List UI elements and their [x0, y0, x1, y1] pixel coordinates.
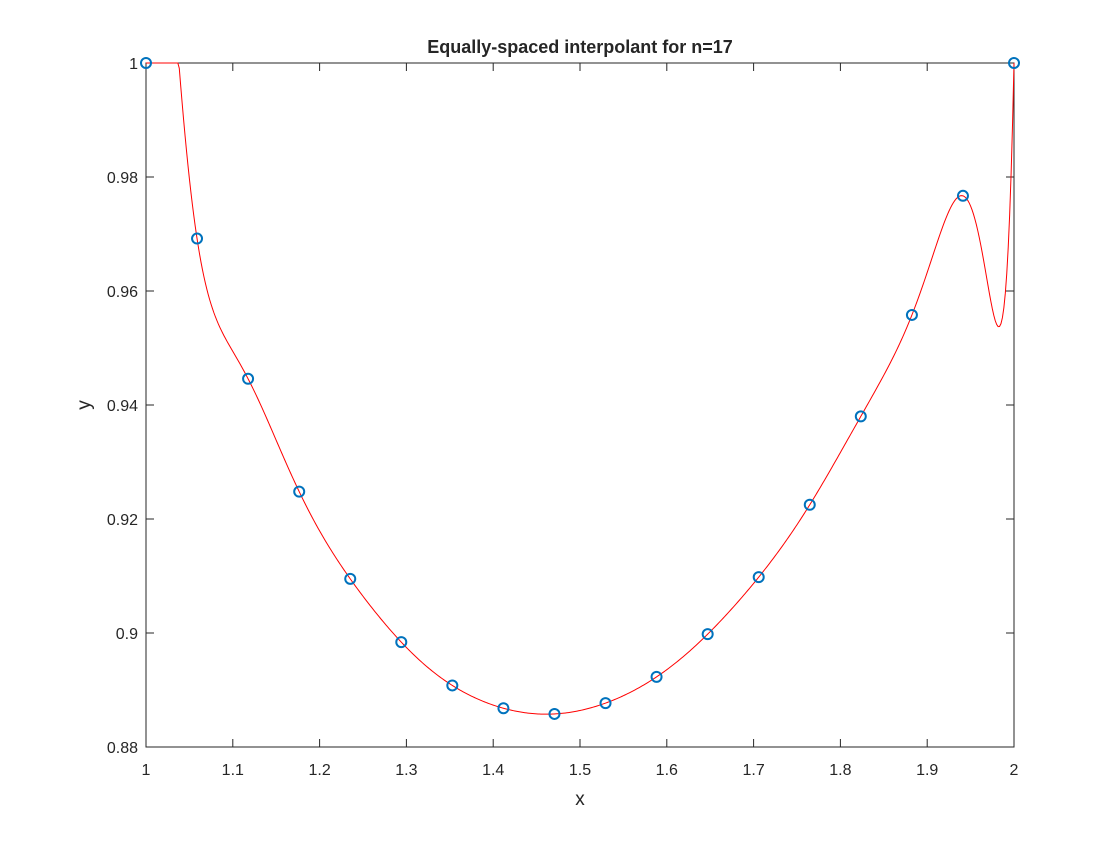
- x-tick-label: 1.6: [656, 762, 678, 779]
- data-point-marker: [191, 232, 204, 245]
- axes-frame: [145, 62, 1015, 748]
- x-tick-label: 1.5: [569, 762, 591, 779]
- data-point-marker: [1008, 57, 1020, 69]
- interpolant-line-layer: [146, 62, 1015, 715]
- data-point-marker: [548, 707, 561, 720]
- data-point-marker: [905, 308, 918, 321]
- data-point-marker: [497, 702, 510, 715]
- labels-layer: Equally-spaced interpolant for n=17 x y: [74, 37, 733, 810]
- data-point-marker: [140, 57, 152, 69]
- data-point-marker: [599, 697, 612, 710]
- y-axis-label: y: [74, 400, 95, 410]
- x-tick-label: 2: [1010, 762, 1019, 779]
- data-point-marker: [242, 372, 255, 385]
- x-tick-label: 1.9: [916, 762, 938, 779]
- x-tick-label: 1.4: [482, 762, 504, 779]
- data-markers-layer: [140, 57, 1020, 720]
- x-tick-label: 1.3: [395, 762, 417, 779]
- data-point-marker: [956, 189, 969, 202]
- data-point-marker: [293, 485, 306, 498]
- data-point-marker: [752, 571, 765, 584]
- x-tick-label: 1.8: [829, 762, 851, 779]
- data-point-marker: [701, 628, 714, 641]
- chart-title: Equally-spaced interpolant for n=17: [427, 37, 733, 57]
- data-point-marker: [854, 410, 867, 423]
- x-tick-label: 1.2: [308, 762, 330, 779]
- data-point-marker: [803, 498, 816, 511]
- axes-box: [145, 62, 1015, 748]
- ticks-layer: 1 1.1 1.2 1.3 1.4 1.5 1.6 1.7 1.8 1.9 2 0.88 0.9 0.92…: [107, 56, 1019, 779]
- y-tick-label: 1: [129, 56, 138, 73]
- y-tick-label: 0.92: [107, 512, 138, 529]
- data-point-marker: [446, 679, 459, 692]
- x-tick-label: 1.7: [742, 762, 764, 779]
- y-tick-label: 0.88: [107, 740, 138, 757]
- interpolant-line: [146, 62, 1015, 715]
- y-tick-label: 0.94: [107, 398, 138, 415]
- y-tick-label: 0.9: [116, 626, 138, 643]
- x-tick-label: 1: [142, 762, 151, 779]
- data-point-marker: [344, 572, 357, 585]
- y-tick-label: 0.96: [107, 284, 138, 301]
- y-tick-label: 0.98: [107, 170, 138, 187]
- plot-area: [146, 63, 1014, 747]
- data-point-marker: [395, 636, 408, 649]
- x-axis-label: x: [575, 789, 585, 810]
- x-tick-label: 1.1: [222, 762, 244, 779]
- data-point-marker: [650, 670, 663, 683]
